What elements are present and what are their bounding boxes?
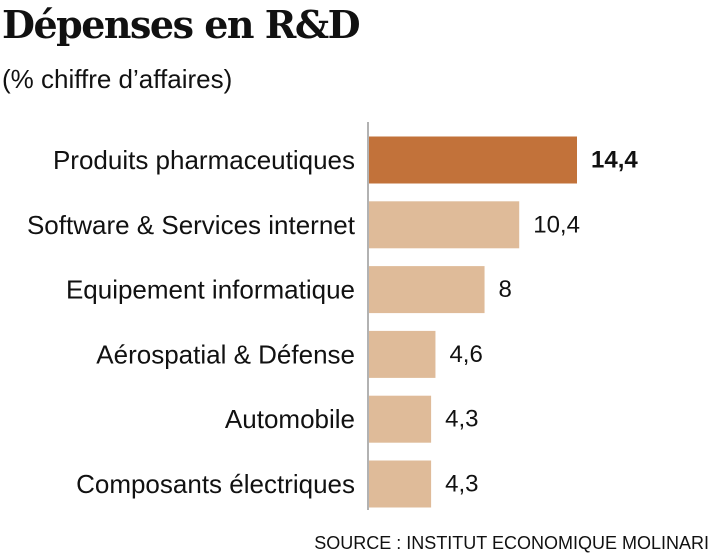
bar [369, 330, 436, 378]
bar [369, 395, 432, 443]
bar [369, 266, 485, 314]
bar [369, 201, 520, 249]
value-label: 4,3 [445, 406, 478, 433]
value-label: 8 [499, 276, 512, 303]
value-label: 10,4 [533, 211, 580, 238]
bar [369, 136, 577, 184]
category-label: Aérospatial & Défense [96, 339, 355, 369]
value-label: 4,3 [445, 471, 478, 498]
source-note: SOURCE : INSTITUT ECONOMIQUE MOLINARI [314, 533, 709, 553]
category-label: Equipement informatique [66, 275, 355, 305]
category-label: Composants électriques [76, 469, 355, 499]
value-label: 4,6 [449, 341, 482, 368]
bar [369, 460, 432, 508]
category-label: Automobile [225, 404, 355, 434]
category-label: Produits pharmaceutiques [53, 145, 355, 175]
chart-subtitle: (% chiffre d’affaires) [2, 64, 233, 94]
category-label: Software & Services internet [27, 210, 356, 240]
value-label: 14,4 [591, 147, 638, 174]
chart-title: Dépenses en R&D [2, 2, 361, 47]
